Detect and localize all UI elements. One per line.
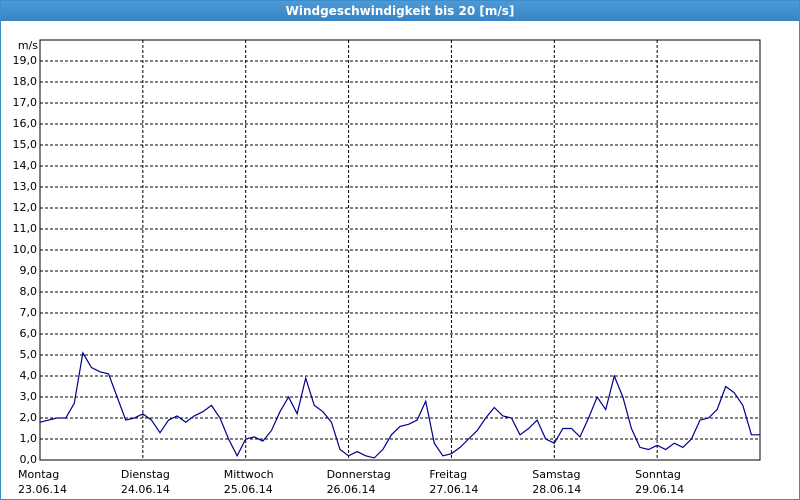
y-tick-label: 6,0: [20, 327, 38, 340]
y-tick-label: 7,0: [20, 306, 38, 319]
y-tick-label: 11,0: [13, 222, 38, 235]
x-tick-day: Sonntag: [635, 468, 681, 481]
y-tick-label: 9,0: [20, 264, 38, 277]
y-tick-label: 12,0: [13, 201, 38, 214]
data-line: [39, 351, 760, 459]
x-tick-date: 26.06.14: [327, 483, 376, 496]
title-bar: Windgeschwindigkeit bis 20 [m/s]: [1, 1, 799, 21]
x-tick-day: Samstag: [532, 468, 580, 481]
y-unit: m/s: [18, 39, 38, 52]
x-tick-date: 24.06.14: [121, 483, 170, 496]
y-tick-label: 17,0: [13, 96, 38, 109]
y-tick-label: 18,0: [13, 75, 38, 88]
y-tick-label: 14,0: [13, 159, 38, 172]
x-tick-date: 25.06.14: [224, 483, 273, 496]
x-tick-day: Donnerstag: [327, 468, 391, 481]
x-tick-day: Montag: [18, 468, 59, 481]
y-tick-label: 1,0: [20, 432, 38, 445]
y-tick-label: 19,0: [13, 54, 38, 67]
y-tick-label: 8,0: [20, 285, 38, 298]
x-tick-day: Dienstag: [121, 468, 170, 481]
y-tick-label: 4,0: [20, 369, 38, 382]
y-tick-label: 13,0: [13, 180, 38, 193]
x-tick-date: 27.06.14: [429, 483, 478, 496]
plot-frame: [39, 39, 761, 461]
x-tick-date: 28.06.14: [532, 483, 581, 496]
x-tick-day: Freitag: [429, 468, 467, 481]
x-tick-date: 23.06.14: [18, 483, 67, 496]
y-tick-label: 5,0: [20, 348, 38, 361]
y-tick-label: 16,0: [13, 117, 38, 130]
y-tick-label: 10,0: [13, 243, 38, 256]
y-tick-label: 15,0: [13, 138, 38, 151]
y-tick-label: 3,0: [20, 390, 38, 403]
y-tick-label: 0,0: [20, 453, 38, 466]
x-tick-day: Mittwoch: [224, 468, 274, 481]
x-tick-date: 29.06.14: [635, 483, 684, 496]
y-tick-label: 2,0: [20, 411, 38, 424]
